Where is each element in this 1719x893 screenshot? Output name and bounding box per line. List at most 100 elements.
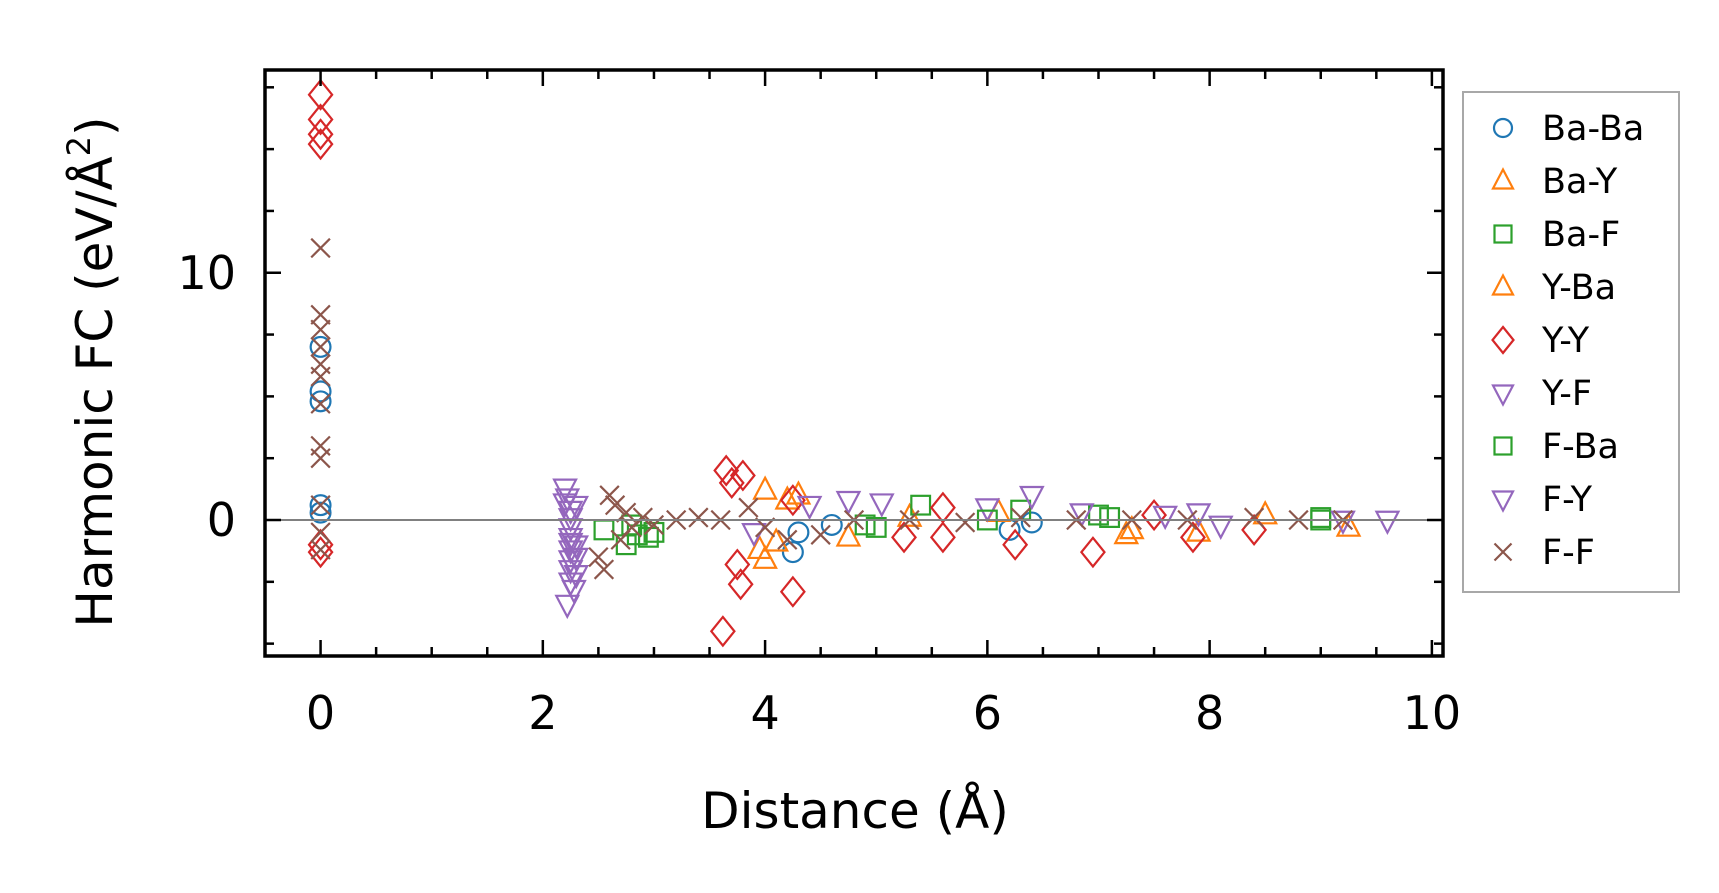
x-tick-label: 6	[973, 686, 1002, 740]
x-tick-label: 8	[1195, 686, 1224, 740]
point-f-f	[310, 304, 331, 325]
point-f-f	[310, 319, 331, 340]
y-axis-title-superscript: 2	[60, 136, 98, 156]
axes	[263, 68, 1445, 658]
x-tick-label: 0	[306, 686, 335, 740]
x-tick-label: 10	[1403, 686, 1462, 740]
x-tick-label: 2	[528, 686, 557, 740]
point-y-y	[307, 536, 334, 569]
point-y-ba	[763, 527, 790, 552]
point-ba-ba	[787, 521, 810, 544]
point-y-f	[563, 495, 589, 521]
y-tick-label: 10	[177, 246, 236, 300]
point-y-y	[307, 103, 334, 136]
point-f-y	[563, 547, 589, 573]
point-f-f	[810, 524, 831, 545]
point-y-ba	[746, 534, 773, 560]
y-tick-label: 0	[207, 493, 236, 547]
point-f-f	[310, 393, 331, 414]
point-y-y	[1079, 536, 1106, 569]
legend: Ba-Ba Ba-Y Ba-F Y-Ba Y-Y Y-F F-Ba F-Y F-F	[1462, 91, 1680, 593]
point-f-f	[593, 559, 615, 580]
point-f-f	[310, 539, 331, 560]
point-f-ba	[593, 519, 615, 541]
point-f-ba	[643, 521, 665, 543]
point-y-y	[929, 491, 956, 524]
point-ba-ba	[309, 390, 332, 413]
point-ba-ba	[309, 494, 332, 517]
point-ba-ba	[1020, 511, 1043, 534]
point-y-f	[563, 565, 589, 590]
plot-frame	[263, 68, 1445, 658]
legend-marker-ba-ba	[1492, 117, 1514, 139]
legend-label-y-ba: Y-Ba	[1541, 268, 1616, 308]
point-y-ba	[1119, 514, 1145, 540]
point-ba-ba	[309, 501, 332, 524]
x-tick-label: 4	[750, 686, 779, 740]
point-f-f	[955, 512, 976, 533]
point-y-y	[724, 548, 751, 581]
point-f-f	[588, 546, 609, 568]
point-f-f	[310, 336, 331, 358]
point-y-y	[307, 128, 334, 161]
legend-marker-f-y	[1491, 490, 1515, 513]
point-f-ba	[854, 514, 876, 536]
point-f-f	[310, 495, 331, 516]
point-f-f	[310, 522, 331, 543]
legend-label-ba-y: Ba-Y	[1542, 162, 1618, 202]
point-f-ba	[1099, 507, 1121, 528]
point-y-f	[1374, 510, 1401, 536]
point-f-f	[632, 507, 653, 528]
point-f-y	[557, 532, 584, 558]
point-f-f	[599, 485, 620, 506]
point-f-f	[738, 497, 759, 518]
legend-marker-y-ba	[1491, 273, 1515, 296]
point-y-y	[718, 466, 745, 499]
point-ba-y	[1185, 517, 1212, 542]
point-y-f	[1068, 503, 1095, 528]
point-f-f	[643, 514, 665, 536]
point-y-f	[557, 500, 584, 526]
point-y-y	[929, 521, 956, 554]
legend-marker-f-ba	[1493, 436, 1513, 456]
point-ba-y	[1335, 512, 1362, 537]
legend-marker-ba-f	[1493, 224, 1513, 244]
point-y-f	[563, 535, 589, 560]
legend-label-y-y: Y-Y	[1541, 321, 1590, 361]
point-ba-f	[865, 516, 887, 538]
point-f-f	[777, 529, 798, 550]
y-axis-title-close: )	[66, 116, 124, 136]
point-f-ba	[621, 514, 643, 536]
point-y-f	[554, 594, 581, 620]
point-y-y	[729, 459, 756, 492]
legend-label-f-y: F-Y	[1542, 480, 1593, 520]
legend-label-ba-ba: Ba-Ba	[1542, 109, 1644, 149]
point-ba-f	[910, 494, 932, 516]
point-f-f	[1010, 507, 1031, 528]
point-ba-ba	[309, 380, 332, 403]
point-y-y	[713, 454, 740, 487]
point-y-y	[779, 575, 806, 608]
point-ba-y	[1113, 519, 1140, 545]
point-ba-ba	[820, 513, 843, 536]
point-f-f	[1243, 507, 1265, 528]
point-ba-ba	[781, 541, 804, 564]
tick-labels: 0 2 4 6 8 10 0 10	[177, 246, 1461, 740]
point-f-f	[688, 507, 709, 528]
point-ba-y	[752, 475, 778, 500]
point-y-ba	[785, 480, 812, 505]
point-y-y	[891, 521, 917, 554]
point-y-f	[868, 493, 895, 518]
point-ba-f	[637, 526, 659, 548]
point-f-y	[552, 493, 578, 518]
point-ba-y	[835, 522, 862, 547]
point-f-y	[1018, 485, 1045, 511]
point-y-y	[1179, 521, 1206, 554]
point-ba-ba	[309, 335, 332, 358]
point-ba-f	[1088, 504, 1109, 526]
point-y-y	[779, 484, 806, 517]
data-points	[307, 78, 1401, 648]
point-y-y	[1002, 528, 1029, 561]
point-f-f	[604, 495, 626, 516]
